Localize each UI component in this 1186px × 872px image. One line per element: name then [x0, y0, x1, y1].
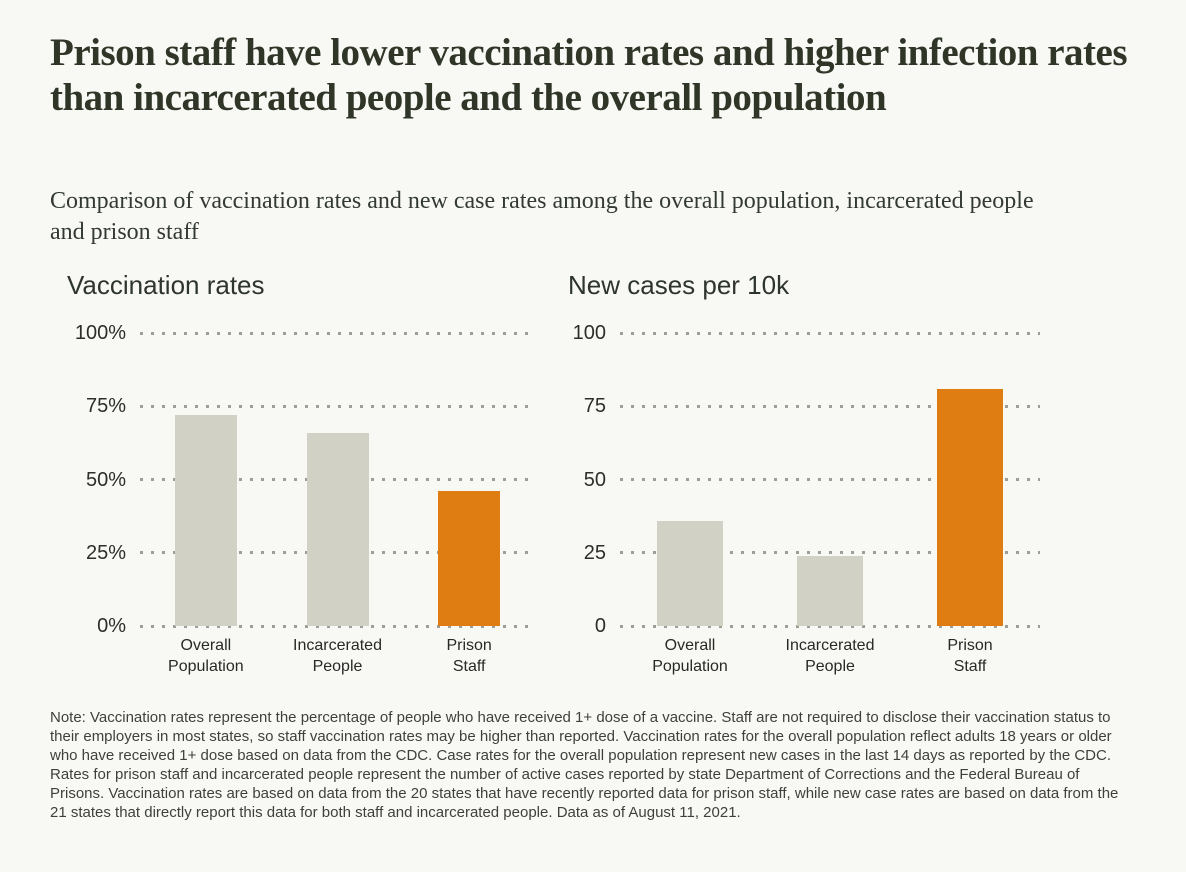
- y-tick-label-0: 0%: [97, 615, 126, 637]
- x-category-label-prison-staff: Prison Staff: [947, 637, 993, 675]
- y-tick-label-25: 25: [583, 541, 606, 564]
- bar-incarcerated-people: [306, 432, 369, 626]
- footnote: Note: Vaccination rates represent the pe…: [50, 709, 1119, 821]
- bar-prison-staff: [438, 491, 501, 626]
- y-tick-label-75: 75%: [85, 395, 126, 418]
- y-gridline-0: [620, 624, 1040, 628]
- x-category-label-incarcerated-people: Incarcerated People: [785, 637, 875, 675]
- y-tick-label-100: 100: [572, 322, 606, 344]
- y-gridline-100: [620, 331, 1040, 335]
- chart-new-cases-per-10k: New cases per 10k 0 25 50 75 100 Overall Popula…: [568, 268, 1043, 688]
- y-tick-label-50: 50: [583, 468, 606, 491]
- chart-title: New cases per 10k: [568, 270, 790, 300]
- y-tick-label-75: 75: [583, 395, 606, 418]
- plot-area: 0% 25% 50% 75% 100% Overall Population Incarcer…: [75, 322, 535, 675]
- y-gridline-100: [140, 331, 535, 335]
- x-category-label-prison-staff: Prison Staff: [446, 637, 492, 675]
- page-title: Prison staff have lower vaccination rate…: [50, 31, 1128, 119]
- x-category-label-overall-population: Overall Population: [652, 637, 728, 675]
- y-gridline-25: [620, 551, 1040, 555]
- plot-area: 0 25 50 75 100 Overall Population Incarcerated P…: [573, 322, 1040, 675]
- y-tick-label-50: 50%: [85, 468, 126, 491]
- bar-incarcerated-people: [797, 555, 863, 626]
- chart-vaccination-rates: Vaccination rates 0% 25% 50% 75% 100% Overall P…: [67, 268, 537, 688]
- y-tick-label-25: 25%: [85, 541, 126, 564]
- y-gridline-0: [140, 624, 535, 628]
- bar-overall-population: [174, 415, 237, 626]
- bar-prison-staff: [937, 388, 1003, 626]
- y-tick-label-0: 0: [594, 615, 606, 637]
- y-gridline-50: [620, 478, 1040, 481]
- y-gridline-75: [620, 404, 1040, 408]
- x-category-label-incarcerated-people: Incarcerated People: [293, 637, 382, 675]
- bar-overall-population: [657, 520, 723, 626]
- x-category-label-overall-population: Overall Population: [168, 637, 244, 675]
- chart-title: Vaccination rates: [67, 270, 265, 300]
- y-gridline-75: [140, 404, 535, 408]
- page-subtitle: Comparison of vaccination rates and new …: [50, 188, 1034, 245]
- y-tick-label-100: 100%: [74, 322, 126, 344]
